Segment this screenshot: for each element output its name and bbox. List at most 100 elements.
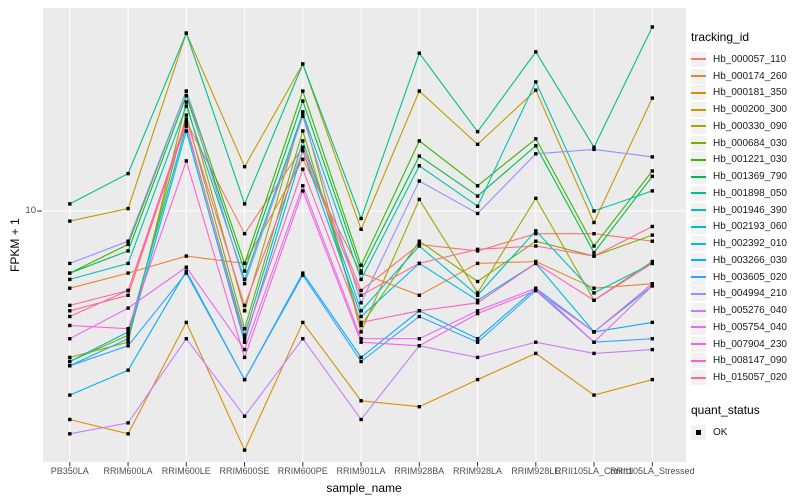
- data-point: [534, 152, 538, 156]
- data-point: [359, 417, 363, 422]
- data-point: [534, 261, 538, 266]
- data-point: [650, 174, 654, 178]
- legend-item-label: Hb_001898_050: [713, 187, 787, 199]
- data-point: [359, 301, 363, 305]
- data-point: [242, 232, 247, 236]
- data-point: [68, 303, 72, 308]
- data-point: [475, 293, 480, 297]
- data-point: [475, 309, 480, 313]
- data-point: [242, 269, 247, 273]
- data-point: [592, 232, 596, 236]
- legend-swatch-line-icon: [691, 343, 706, 346]
- legend-item-label: Hb_000330_090: [713, 120, 787, 132]
- legend-item: Hb_001221_030: [691, 152, 799, 169]
- data-point: [417, 261, 421, 266]
- legend-item: Hb_004994_210: [691, 286, 799, 303]
- data-point: [417, 337, 421, 341]
- data-point: [475, 261, 480, 266]
- data-point: [534, 340, 538, 344]
- data-point: [650, 239, 654, 243]
- legend-swatch-line-icon: [691, 75, 706, 78]
- legend-item: Hb_000181_350: [691, 85, 799, 102]
- data-point: [475, 298, 480, 302]
- data-point: [534, 232, 538, 236]
- data-point: [359, 359, 363, 364]
- data-point: [126, 293, 130, 297]
- data-point: [184, 31, 188, 35]
- data-point: [534, 196, 538, 200]
- data-point: [417, 309, 421, 313]
- legend-swatch-line-icon: [691, 309, 706, 312]
- data-point: [301, 184, 305, 188]
- data-point: [184, 320, 188, 325]
- data-point: [650, 284, 654, 288]
- data-point: [126, 261, 130, 266]
- legend: tracking_id Hb_000057_110 Hb_000174_260 Hb…: [691, 30, 799, 441]
- legend-item-label: Hb_002392_010: [713, 238, 787, 250]
- legend-item-label: Hb_015057_020: [713, 372, 787, 384]
- legend-key: [691, 85, 706, 101]
- data-point: [592, 298, 596, 302]
- data-point: [359, 288, 363, 293]
- data-point: [184, 271, 188, 275]
- data-point: [650, 320, 654, 325]
- legend-key: [691, 236, 706, 252]
- x-tick-label: RRIM901LA: [336, 466, 386, 476]
- data-point: [534, 286, 538, 290]
- data-point: [242, 414, 247, 418]
- data-point: [126, 368, 130, 372]
- plot-panel: [43, 8, 686, 462]
- data-point: [475, 211, 480, 216]
- legend-item: Hb_015057_020: [691, 369, 799, 386]
- data-point: [650, 261, 654, 266]
- data-point: [126, 242, 130, 247]
- legend-swatch-line-icon: [691, 242, 706, 245]
- data-point: [184, 113, 188, 117]
- point-glyph-icon: [696, 429, 701, 435]
- legend-item-label: Hb_005276_040: [713, 305, 787, 317]
- data-point: [301, 189, 305, 193]
- data-point: [359, 337, 363, 341]
- data-point: [475, 377, 480, 382]
- data-point: [184, 104, 188, 108]
- data-point: [592, 209, 596, 213]
- legend-swatch-line-icon: [691, 376, 706, 379]
- data-point: [534, 88, 538, 92]
- data-point: [126, 206, 130, 211]
- data-point: [359, 309, 363, 313]
- legend-key: [691, 152, 706, 168]
- legend-item-label: Hb_001946_390: [713, 204, 787, 216]
- legend-item: Hb_000174_260: [691, 68, 799, 85]
- legend-item-label: OK: [713, 426, 728, 438]
- legend-key: [691, 102, 706, 118]
- data-point: [417, 314, 421, 319]
- legend-key: [691, 118, 706, 134]
- data-point: [184, 265, 188, 269]
- legend-quant-status: quant_status OK: [691, 403, 799, 441]
- data-point: [184, 124, 188, 128]
- legend-key: [691, 336, 706, 352]
- data-point: [417, 197, 421, 202]
- data-point: [68, 417, 72, 422]
- legend-swatch-line-icon: [691, 292, 706, 295]
- legend-swatch-line-icon: [691, 225, 706, 228]
- data-point: [417, 179, 421, 183]
- data-point: [359, 399, 363, 403]
- legend-title-tracking-id: tracking_id: [691, 30, 750, 44]
- legend-item: Hb_003605_020: [691, 269, 799, 286]
- data-point: [592, 250, 596, 255]
- data-point: [242, 202, 247, 206]
- data-point: [359, 216, 363, 221]
- data-point: [242, 448, 247, 452]
- data-point: [592, 220, 596, 225]
- data-point: [184, 159, 188, 163]
- data-point: [359, 320, 363, 325]
- legend-swatch-line-icon: [691, 175, 706, 178]
- legend-key: [691, 353, 706, 369]
- legend-key: [691, 185, 706, 201]
- data-point: [650, 169, 654, 173]
- data-point: [359, 271, 363, 275]
- legend-swatch-line-icon: [691, 359, 706, 362]
